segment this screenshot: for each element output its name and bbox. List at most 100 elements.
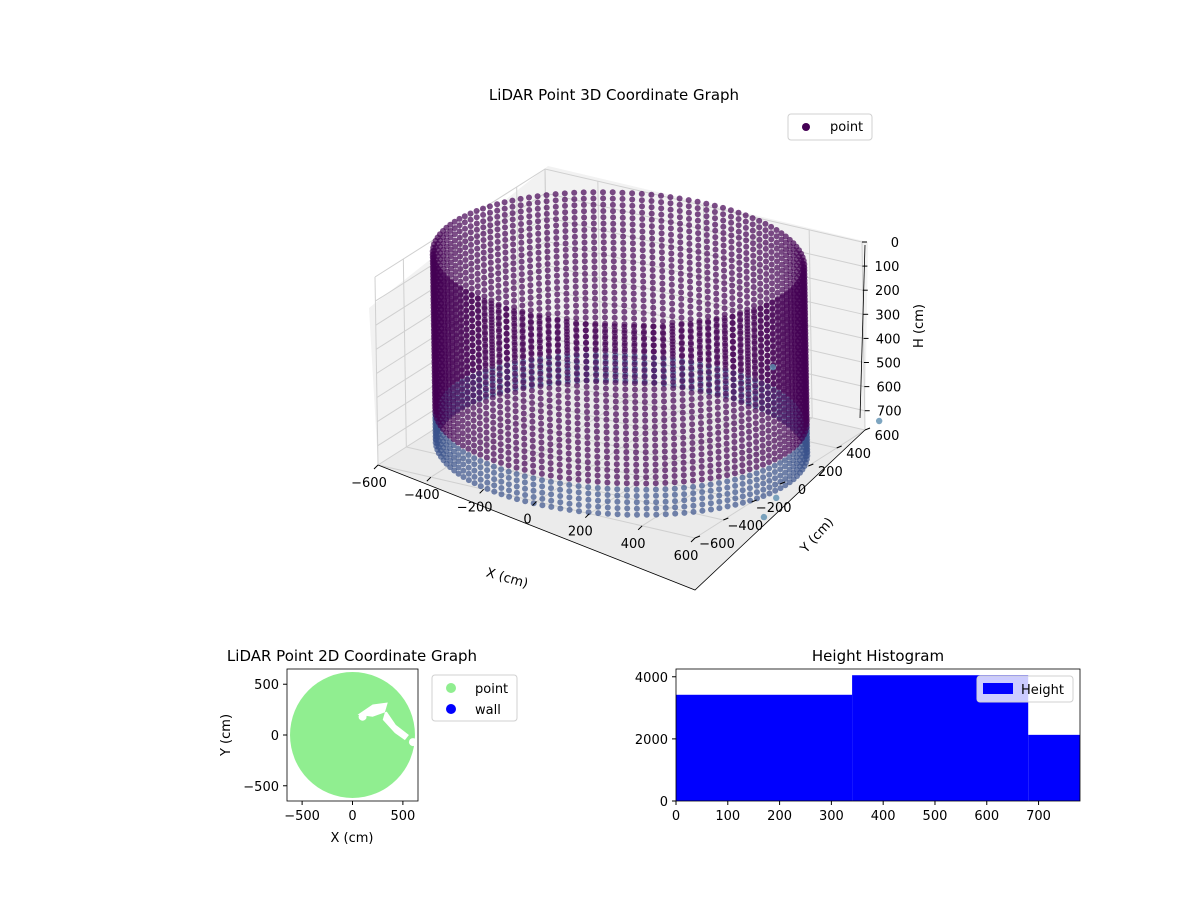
data-point [557, 505, 564, 512]
data-point [593, 391, 600, 397]
x-axis-label-3d: X (cm) [484, 565, 529, 591]
data-point [786, 441, 793, 448]
data-point [650, 298, 657, 305]
data-point [520, 404, 527, 411]
data-point [687, 303, 694, 310]
data-point [469, 342, 476, 349]
data-point [659, 274, 666, 281]
data-point [519, 347, 526, 354]
data-point [737, 336, 744, 343]
data-point [575, 445, 581, 452]
data-point [650, 292, 656, 298]
data-point [489, 357, 496, 363]
data-point [474, 258, 481, 265]
data-point [712, 215, 718, 222]
data-point [600, 226, 607, 233]
data-point [451, 231, 458, 238]
data-point [468, 266, 475, 273]
data-point [613, 423, 620, 430]
data-point [484, 460, 490, 467]
data-point [630, 259, 637, 266]
data-point [511, 351, 518, 358]
data-point [686, 222, 693, 229]
data-point [652, 480, 659, 487]
data-point [779, 286, 786, 293]
data-point [780, 356, 787, 363]
data-point [689, 446, 696, 453]
data-point [603, 416, 610, 423]
data-point [778, 261, 785, 268]
data-point [482, 373, 489, 380]
data-point [649, 260, 656, 267]
data-point [731, 451, 738, 458]
data-point [781, 432, 788, 439]
x-tick-3d [479, 488, 485, 494]
data-point [660, 392, 667, 399]
data-point [556, 467, 563, 474]
y-tick-3d [694, 535, 701, 539]
data-point [743, 287, 750, 294]
data-point [526, 238, 533, 245]
data-point [547, 478, 554, 485]
data-point [765, 446, 772, 453]
data-point [517, 195, 524, 202]
data-point [753, 439, 760, 445]
data-point [527, 294, 534, 301]
data-point [612, 392, 619, 399]
data-point [448, 323, 455, 330]
data-point [620, 246, 627, 253]
data-point [470, 423, 477, 430]
data-point [527, 282, 534, 289]
data-point [590, 226, 597, 233]
data-point [623, 461, 630, 468]
data-point [583, 383, 590, 390]
data-point [582, 321, 589, 328]
data-point [724, 497, 731, 504]
data-point [513, 483, 520, 490]
data-point [735, 228, 742, 235]
data-point [781, 438, 788, 445]
data-point [545, 304, 552, 311]
data-point [483, 398, 489, 405]
data-point [758, 367, 765, 374]
data-point [735, 216, 742, 222]
data-point [630, 290, 637, 297]
data-point [482, 385, 489, 392]
data-point [757, 330, 764, 337]
data-point [642, 442, 649, 449]
data-point [641, 342, 647, 349]
data-point [603, 435, 610, 442]
data-point [614, 492, 621, 499]
data-point [738, 437, 745, 443]
data-point [622, 417, 629, 424]
data-point [750, 246, 757, 253]
x-tick-label-histogram: 0 [672, 809, 680, 824]
data-point [688, 358, 695, 365]
data-point [679, 409, 686, 416]
data-point [554, 317, 561, 324]
data-point [519, 354, 526, 361]
data-point [697, 388, 704, 395]
data-point [509, 197, 516, 204]
data-point [688, 408, 695, 415]
data-point [574, 395, 581, 402]
data-point [602, 360, 609, 367]
data-point [786, 473, 793, 479]
data-point [604, 485, 611, 492]
data-point [487, 259, 494, 266]
data-point [469, 317, 475, 324]
data-point [464, 401, 471, 408]
data-point [651, 386, 658, 393]
data-point [503, 324, 510, 331]
data-point [671, 460, 678, 467]
data-point [770, 400, 777, 407]
data-point [583, 346, 589, 353]
data-point [537, 389, 544, 396]
data-point [756, 236, 763, 243]
data-point [662, 473, 669, 480]
data-point [505, 431, 512, 437]
data-point [574, 420, 581, 427]
data-point [503, 312, 510, 318]
data-point [513, 433, 519, 440]
data-point [556, 417, 562, 424]
